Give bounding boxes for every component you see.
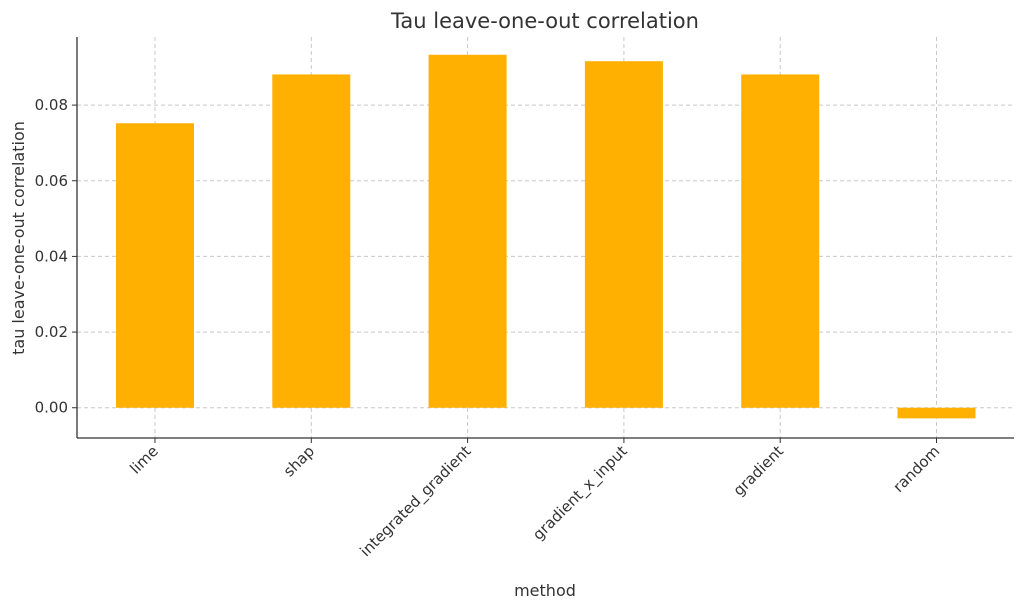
y-ticks: 0.00 0.02 0.04 0.06 0.08: [35, 96, 77, 417]
y-tick-label: 0.00: [35, 399, 68, 417]
bar-shap: [272, 74, 351, 408]
x-axis-label: method: [514, 581, 576, 600]
y-tick-label: 0.06: [35, 172, 68, 190]
x-tick-label: lime: [126, 442, 161, 477]
x-tick-label: integrated_gradient: [356, 442, 475, 561]
x-ticks: lime shap integrated_gradient gradient_x_in…: [126, 438, 943, 561]
chart-title: Tau leave-one-out correlation: [390, 9, 699, 33]
bar-gradient: [741, 74, 820, 408]
x-tick-label: gradient: [730, 442, 787, 499]
bar-integrated-gradient: [428, 54, 507, 408]
x-tick-label: random: [889, 442, 943, 496]
y-tick-label: 0.02: [35, 323, 68, 341]
y-tick-label: 0.08: [35, 96, 68, 114]
x-tick-label: gradient_x_input: [529, 442, 631, 544]
bar-lime: [116, 123, 194, 408]
bar-random: [897, 407, 976, 419]
axes: [76, 37, 1014, 439]
grid: [77, 37, 1014, 438]
x-tick-label: shap: [280, 442, 318, 480]
y-axis-label: tau leave-one-out correlation: [9, 121, 28, 355]
bar-gradient-x-input: [584, 61, 663, 408]
bars: [116, 54, 976, 419]
y-tick-label: 0.04: [35, 247, 68, 265]
